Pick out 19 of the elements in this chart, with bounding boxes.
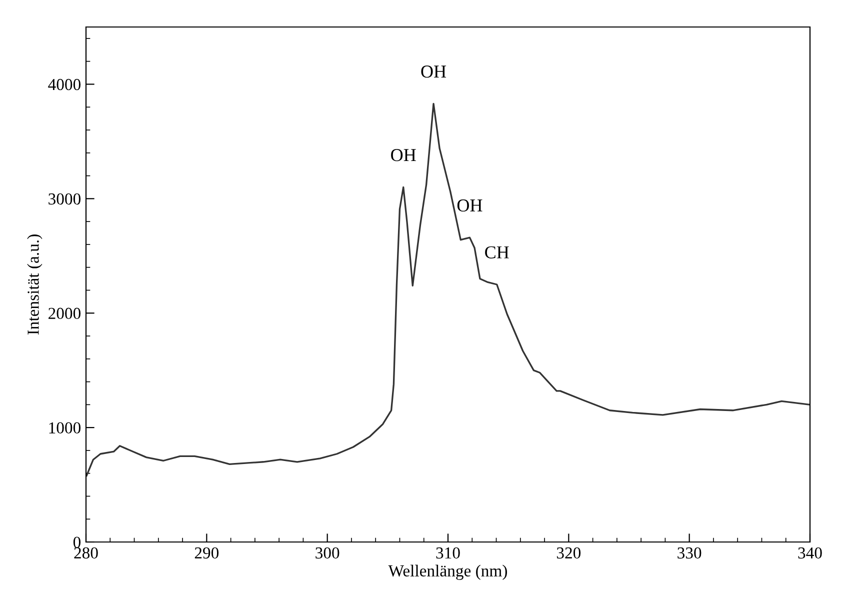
y-tick-label: 4000 <box>48 78 81 90</box>
annotation: CH <box>485 246 509 258</box>
x-tick-label: 330 <box>678 547 702 559</box>
x-tick-label: 290 <box>194 547 219 559</box>
line-series <box>86 102 810 476</box>
y-tick-label: 1000 <box>49 422 81 434</box>
y-tick-label: 0 <box>73 536 81 548</box>
x-tick-label: 340 <box>798 547 822 559</box>
x-tick-label: 310 <box>436 547 460 559</box>
x-axis-title: Wellenlänge (nm) <box>388 564 507 580</box>
x-tick-label: 280 <box>74 547 98 559</box>
x-tick-label: 320 <box>556 547 581 559</box>
annotation: OH <box>391 149 416 162</box>
annotation: OH <box>457 199 482 212</box>
y-tick-label: 3000 <box>48 193 81 205</box>
y-tick-label: 2000 <box>48 308 81 320</box>
x-tick-label: 300 <box>316 547 340 559</box>
annotation: OH <box>421 66 446 78</box>
y-axis-title: Intensität (a.u.) <box>27 234 42 335</box>
